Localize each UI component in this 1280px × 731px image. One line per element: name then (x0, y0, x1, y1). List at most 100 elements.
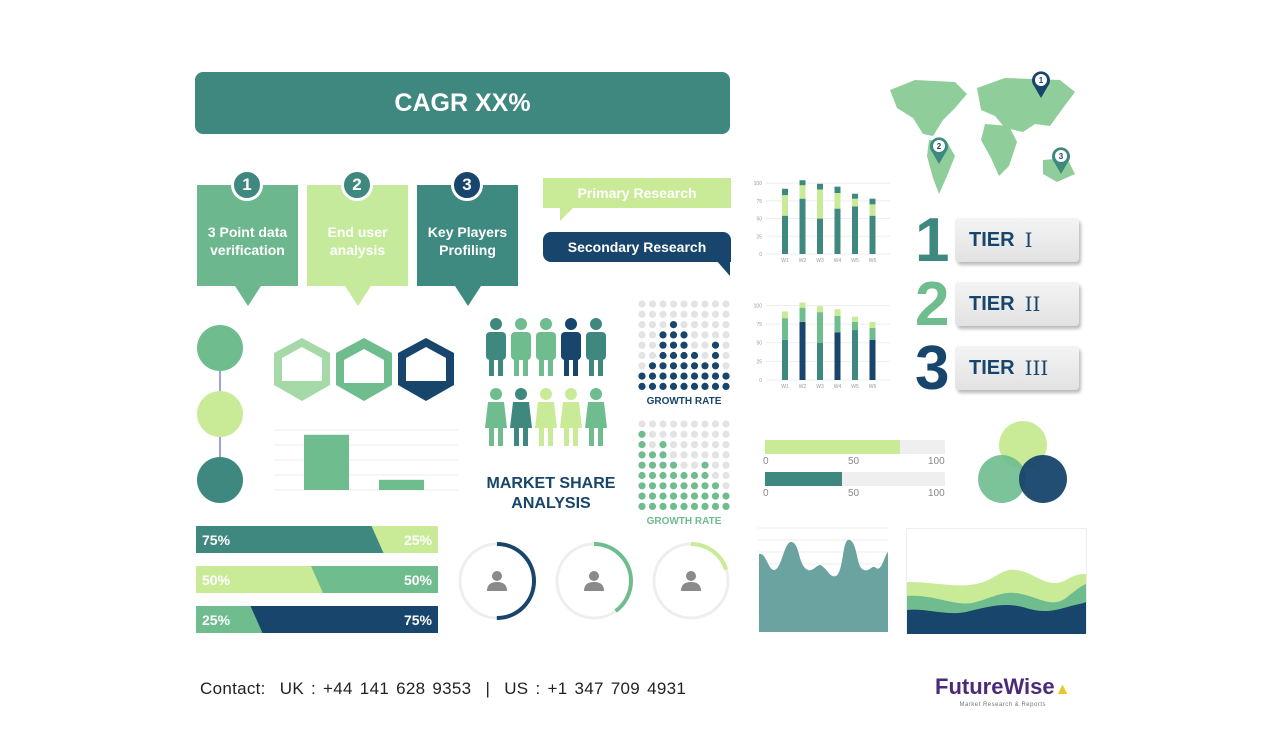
dot (638, 351, 646, 360)
dot (690, 461, 699, 469)
person-icon (681, 571, 701, 591)
dot (638, 420, 646, 428)
dot (722, 310, 730, 318)
split-left-label: 25% (202, 612, 231, 628)
x-tick: W5 (851, 384, 859, 390)
dot (638, 471, 646, 480)
bar-segment (782, 188, 788, 196)
bar-segment (869, 215, 876, 254)
bar-segment (852, 321, 858, 331)
dot (690, 341, 699, 349)
title-line: MARKET SHARE (486, 475, 616, 492)
dot (680, 420, 688, 428)
split-left-fill (196, 566, 323, 593)
dot (659, 502, 667, 510)
person-icon (584, 571, 604, 591)
dot (638, 310, 646, 318)
dot (701, 372, 709, 380)
tier-label: TIER (969, 356, 1015, 379)
dot (669, 471, 678, 480)
dot (690, 300, 699, 308)
bar-segment (852, 316, 858, 322)
bar-segment (869, 198, 876, 205)
male-person-icon (561, 318, 581, 376)
continents (890, 78, 1075, 194)
dot (669, 351, 678, 360)
primary-research-callout: Primary Research (543, 178, 731, 208)
step-card: Key Players Profiling (417, 185, 518, 306)
stacked-bar-chart-2: 0 25 50 75 100 W1 W2 W3 W4 W5 W6 (754, 302, 890, 390)
tier-roman: II (1024, 292, 1041, 316)
male-person-icon (511, 318, 531, 376)
dot (680, 482, 688, 490)
x-tick: W1 (781, 384, 789, 390)
us-phone[interactable]: US : +1 347 709 4931 (504, 679, 687, 698)
dot (690, 321, 699, 329)
step-number: 1 (231, 169, 263, 201)
dot (711, 441, 720, 449)
dot (722, 372, 730, 380)
bar-segment (834, 208, 841, 254)
svg-text:3: 3 (1059, 152, 1064, 161)
dot (711, 331, 720, 339)
dot (669, 451, 678, 459)
tier-label: TIER (969, 292, 1015, 315)
dot (690, 492, 699, 500)
x-tick: W3 (816, 384, 824, 390)
bar-segment (782, 318, 788, 340)
dot (722, 351, 730, 360)
split-bar: 50% 50% (196, 566, 438, 593)
x-tick: W2 (799, 384, 807, 390)
split-right-label: 50% (403, 572, 432, 588)
dot (711, 482, 720, 490)
bar-segment (817, 183, 823, 190)
hexagons (274, 338, 454, 401)
split-left-label: 75% (202, 532, 231, 548)
growth-dot-matrix-1 (638, 300, 730, 390)
dot (690, 451, 699, 459)
dot (659, 420, 667, 428)
dot (701, 341, 709, 349)
bar-segment (782, 311, 788, 319)
bar (304, 434, 349, 490)
dot (701, 482, 709, 490)
bar-segment (834, 309, 841, 316)
uk-phone[interactable]: UK : +44 141 628 9353 (279, 679, 472, 698)
dot (638, 451, 646, 459)
dot (669, 382, 678, 390)
x-tick: W3 (816, 258, 824, 264)
dot (701, 441, 709, 449)
hexagon (336, 338, 392, 401)
dot (638, 492, 646, 500)
dot (669, 502, 678, 510)
tier-tag: TIER III (955, 346, 1079, 390)
dot (669, 461, 678, 469)
bar-segment (799, 185, 806, 199)
dot (648, 461, 657, 469)
area-chart (758, 527, 888, 632)
dot (638, 430, 646, 438)
logo-name: FutureWise (935, 674, 1055, 699)
dot (680, 382, 688, 390)
callout-tail (560, 207, 574, 221)
bar-segment (817, 306, 823, 313)
dot (701, 310, 709, 318)
dot (722, 441, 730, 449)
dot (722, 420, 730, 428)
tier-number: 1 (915, 206, 950, 275)
dot (701, 321, 709, 329)
bar-segment (817, 312, 823, 343)
circle (197, 457, 243, 503)
y-tick: 75 (756, 322, 762, 328)
y-tick: 0 (759, 378, 762, 384)
dot (659, 300, 667, 308)
bar-segment (817, 189, 823, 219)
split-right-label: 75% (403, 612, 432, 628)
dot (648, 430, 657, 438)
hexagon (398, 338, 454, 401)
map-pin-icon: 2 (930, 137, 948, 164)
donut-arc (458, 542, 536, 620)
donut-chart (652, 542, 730, 620)
venn-diagram (978, 421, 1067, 503)
y-tick: 100 (754, 303, 763, 309)
